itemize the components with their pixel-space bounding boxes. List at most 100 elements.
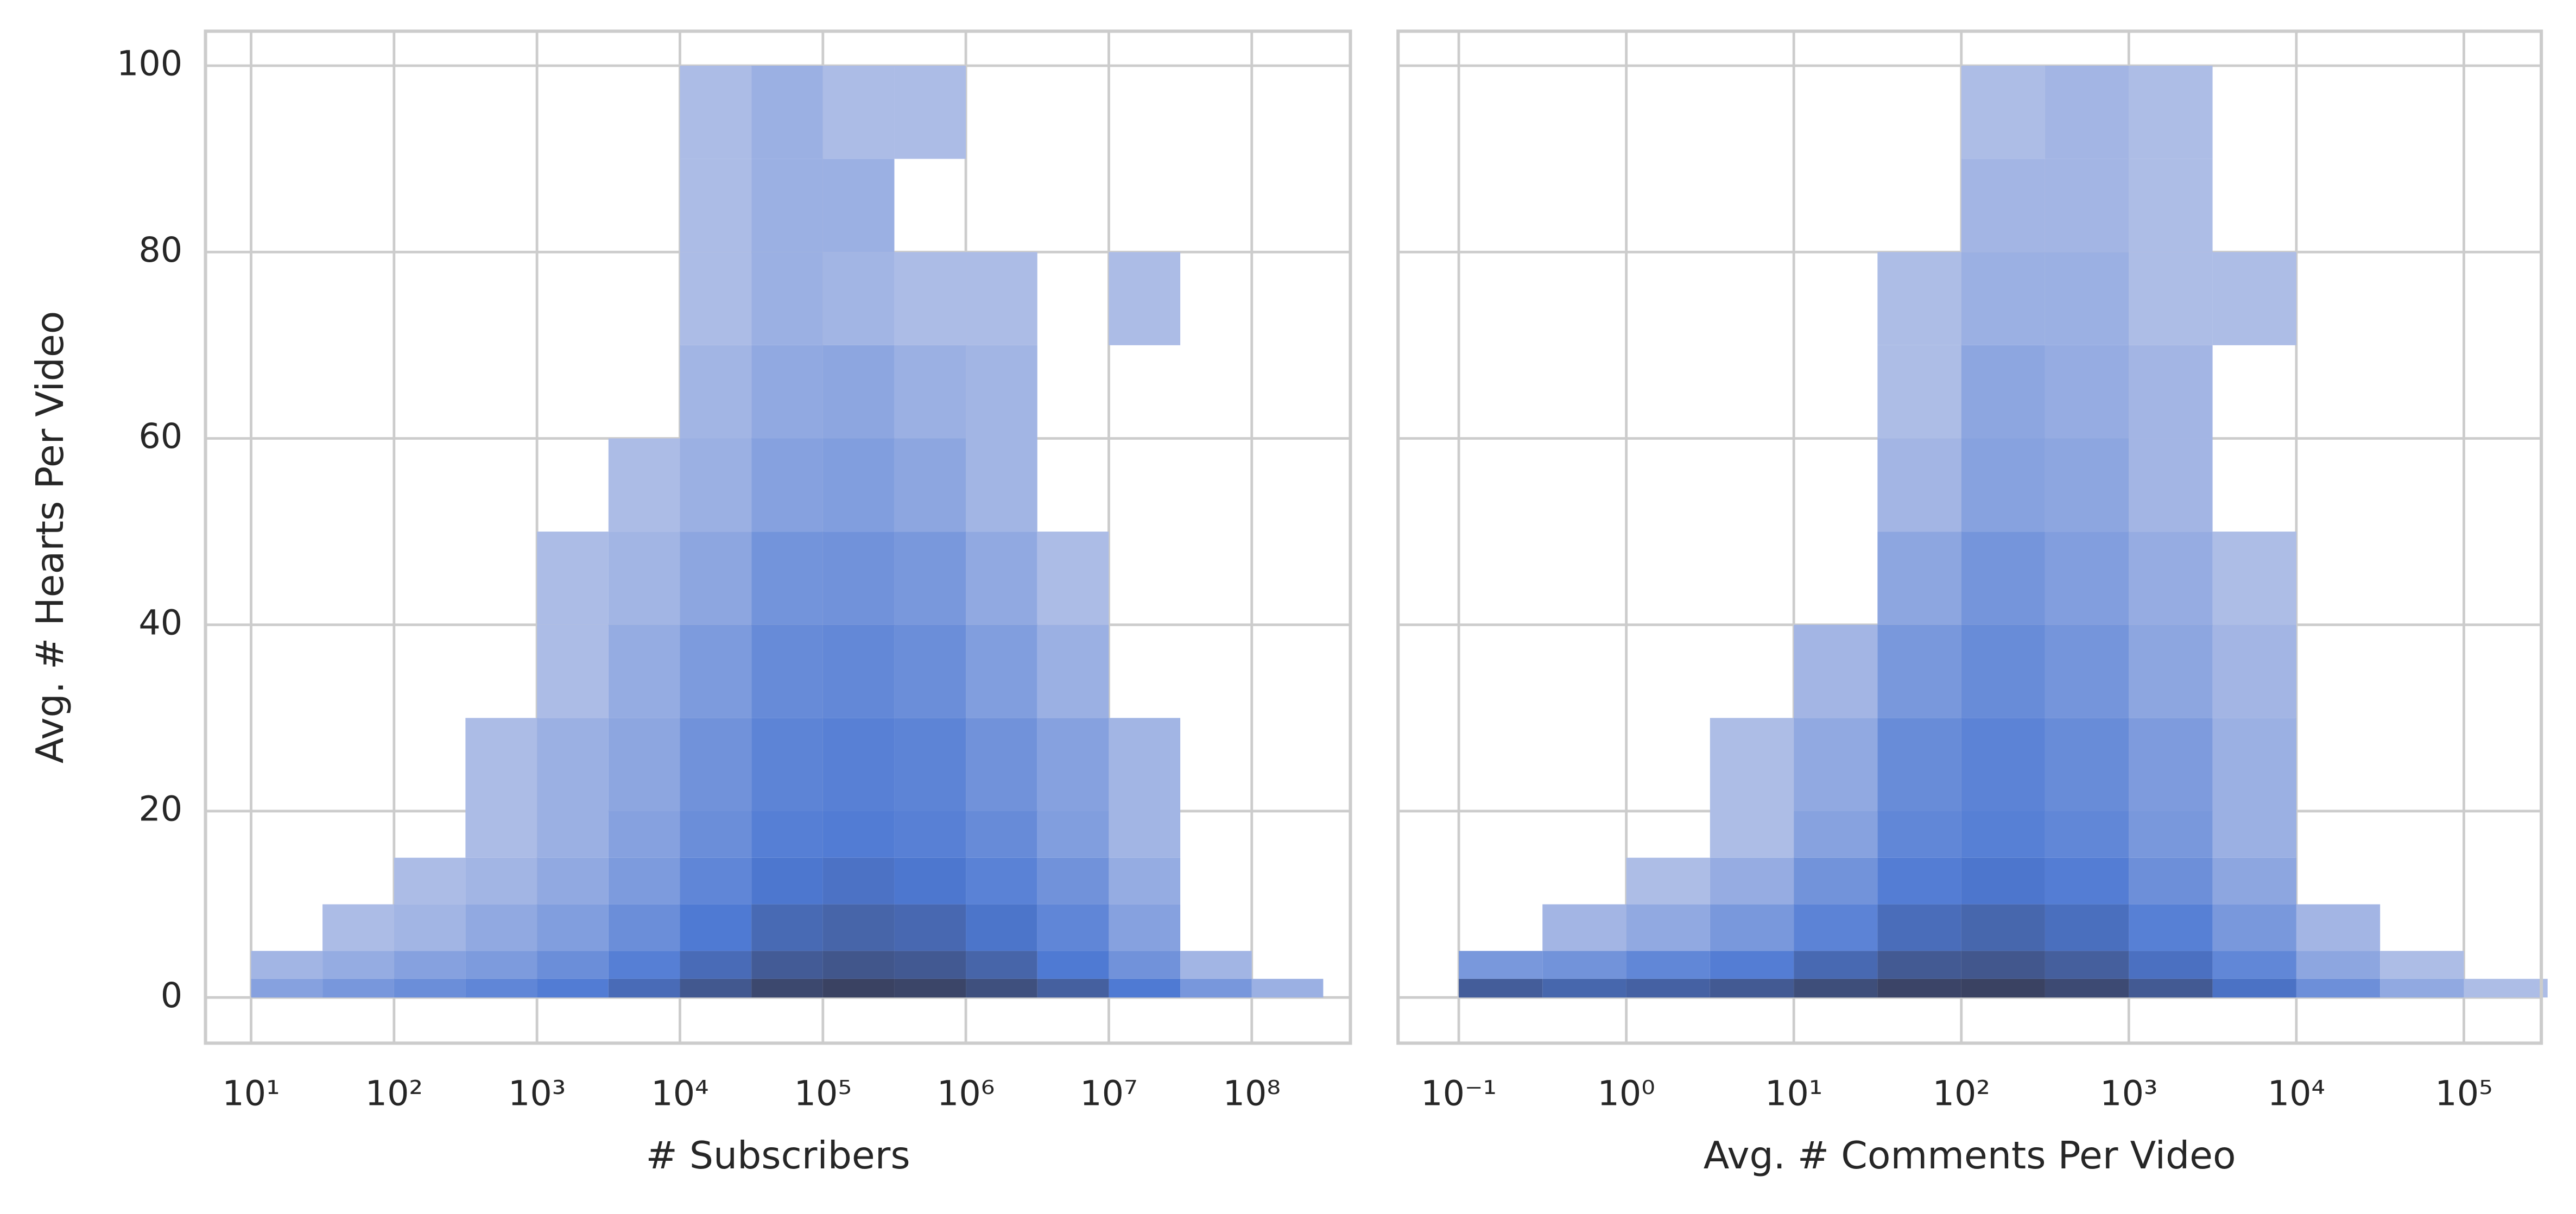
hist-cell — [2212, 904, 2296, 951]
hist-cell — [465, 66, 537, 159]
hist-cell — [1252, 252, 1324, 345]
hist-cell — [1180, 978, 1252, 998]
hist-cell — [2296, 625, 2380, 718]
hist-cell — [537, 345, 609, 439]
x-tick-label: 10⁰ — [1597, 1073, 1655, 1114]
hist-cell — [465, 625, 537, 718]
hist-cell — [465, 857, 537, 905]
hist-cell — [394, 532, 466, 625]
hist-cell — [2464, 718, 2547, 811]
hist-cell — [465, 532, 537, 625]
hist-cell — [322, 718, 394, 811]
hist-cell — [2212, 532, 2296, 625]
hist-cell — [2380, 978, 2464, 998]
hist-cell — [680, 624, 752, 718]
y-axis-label: Avg. # Hearts Per Video — [28, 311, 72, 763]
hist-cell — [894, 857, 966, 905]
hist-cell — [394, 951, 466, 979]
hist-cell — [2213, 66, 2296, 159]
hist-cell — [822, 857, 895, 905]
hist-cell — [1459, 951, 1543, 979]
hist-cell — [1877, 624, 1961, 718]
hist-cell — [680, 159, 752, 252]
hist-cell — [394, 438, 466, 532]
hist-cell — [822, 159, 895, 252]
hist-cell — [537, 438, 609, 532]
hist-cell — [2380, 159, 2464, 252]
hist-cell — [1794, 438, 1877, 532]
hist-cell — [1794, 159, 1877, 252]
hist-cell — [2045, 438, 2129, 532]
x-tick-label: 10⁵ — [2435, 1073, 2492, 1114]
hist-cell — [1626, 857, 1710, 905]
hist-cell — [751, 718, 823, 811]
hist-cell — [1180, 718, 1252, 811]
hist-cell — [1794, 252, 1877, 345]
hist-cell — [2380, 718, 2464, 811]
hist-cell — [1180, 66, 1252, 159]
hist-cell — [537, 159, 609, 252]
hist-cell — [2129, 438, 2213, 532]
hist-cell — [1710, 978, 1794, 998]
hist-cell — [1626, 252, 1710, 345]
plot-frame — [1396, 29, 2543, 1045]
hist-cell — [394, 857, 466, 905]
hist-cell — [680, 978, 752, 998]
hist-cell — [1459, 66, 1542, 159]
hist-cell — [1037, 718, 1109, 811]
hist-cell — [1877, 904, 1961, 951]
hist-cell — [1626, 345, 1710, 439]
hist-cell — [2296, 252, 2380, 345]
hist-cell — [1794, 978, 1878, 998]
hist-cell — [1109, 66, 1180, 159]
hist-cell — [751, 252, 823, 345]
hist-cell — [1710, 625, 1794, 718]
hist-cell — [1626, 438, 1710, 532]
hist-cell — [1626, 951, 1710, 979]
hist-cell — [608, 438, 680, 532]
hist-cell — [2045, 951, 2129, 979]
hist-cell — [1794, 532, 1877, 625]
hist-cell — [394, 978, 466, 998]
x-tick-label: 10² — [365, 1073, 423, 1114]
hist-cell — [751, 345, 823, 439]
y-tick-label: 0 — [161, 975, 182, 1015]
hist-cell — [322, 951, 394, 979]
hist-cell — [1037, 857, 1109, 905]
hist-cell — [2464, 905, 2547, 951]
hist-cell — [680, 951, 752, 979]
hist-cell — [394, 811, 466, 858]
hist-cell — [251, 811, 322, 858]
hist-cell — [1180, 625, 1252, 718]
hist-cell — [1961, 811, 2045, 858]
hist-cell — [1037, 532, 1109, 625]
hist-cell — [251, 978, 323, 998]
hist-cell — [2380, 951, 2464, 979]
hist-cell — [2212, 624, 2296, 718]
x-tick-label: 10⁵ — [794, 1073, 852, 1114]
hist-cell — [1961, 65, 2045, 159]
hist-cell — [1542, 951, 1626, 979]
hist-cell — [2045, 978, 2129, 998]
x-tick-label: 10² — [1933, 1073, 1990, 1114]
hist-cell — [1626, 978, 1710, 998]
hist-cell — [2045, 718, 2129, 811]
hist-cell — [2045, 857, 2129, 905]
hist-cell — [1794, 857, 1878, 905]
hist-cell — [251, 159, 322, 252]
x-tick-label: 10⁸ — [1223, 1073, 1281, 1114]
hist-cell — [2212, 978, 2296, 998]
hist-cell — [1961, 624, 2045, 718]
hist-cell — [1710, 951, 1794, 979]
x-axis-label: Avg. # Comments Per Video — [1704, 1134, 2236, 1178]
hist-cell — [2212, 857, 2296, 905]
hist-cell — [966, 718, 1037, 811]
hist-cell — [322, 625, 394, 718]
hist-cell — [1180, 345, 1252, 439]
y-tick-label: 100 — [117, 43, 182, 84]
hist-cell — [1109, 532, 1180, 625]
hist-cell — [1252, 858, 1324, 905]
hist-cell — [1710, 857, 1794, 905]
hist-cell — [2380, 625, 2464, 718]
